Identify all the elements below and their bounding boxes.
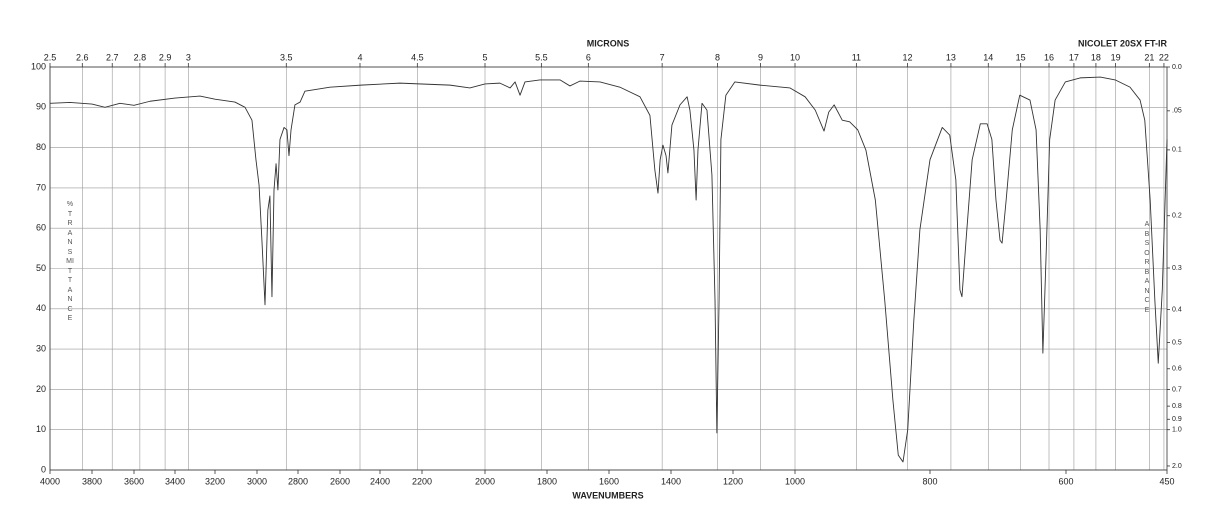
y2-tick-label: 0.8 bbox=[1172, 403, 1182, 410]
x2-tick-label: 9 bbox=[758, 52, 763, 62]
y-tick-label: 0 bbox=[41, 464, 46, 474]
x2-tick-label: 18 bbox=[1091, 52, 1101, 62]
x2-tick-label: 16 bbox=[1044, 52, 1054, 62]
x2-tick-label: 2.7 bbox=[106, 52, 119, 62]
x-tick-label: 4000 bbox=[40, 476, 60, 486]
x2-tick-label: 19 bbox=[1111, 52, 1121, 62]
x2-tick-label: 12 bbox=[902, 52, 912, 62]
y-axis-title: %TRANSMITTANCE bbox=[66, 201, 74, 322]
x2-tick-label: 3 bbox=[186, 52, 191, 62]
y2-axis-title: ABSORBANCE bbox=[1144, 221, 1150, 314]
y2-tick-label: .05 bbox=[1172, 108, 1182, 115]
y-tick-label: 90 bbox=[36, 102, 46, 112]
x-tick-label: 3600 bbox=[124, 476, 144, 486]
x-tick-label: 1200 bbox=[723, 476, 743, 486]
y2-tick-label: 1.0 bbox=[1172, 427, 1182, 434]
y-tick-label: 60 bbox=[36, 223, 46, 233]
x-tick-label: 2000 bbox=[475, 476, 495, 486]
x2-tick-label: 5 bbox=[482, 52, 487, 62]
x2-tick-label: 7 bbox=[660, 52, 665, 62]
y-tick-label: 40 bbox=[36, 303, 46, 313]
y-tick-label: 10 bbox=[36, 424, 46, 434]
x-tick-label: 1400 bbox=[661, 476, 681, 486]
x-tick-label: 2400 bbox=[370, 476, 390, 486]
y-tick-label: 50 bbox=[36, 263, 46, 273]
x-tick-label: 3400 bbox=[165, 476, 185, 486]
x-tick-label: 600 bbox=[1058, 476, 1073, 486]
x2-tick-label: 17 bbox=[1069, 52, 1079, 62]
x2-tick-label: 8 bbox=[715, 52, 720, 62]
x2-tick-label: 13 bbox=[946, 52, 956, 62]
y2-tick-label: 0.0 bbox=[1172, 64, 1182, 71]
x2-tick-label: 6 bbox=[586, 52, 591, 62]
x2-tick-label: 21 bbox=[1144, 52, 1154, 62]
x2-tick-label: 2.6 bbox=[76, 52, 89, 62]
x-tick-label: 2200 bbox=[412, 476, 432, 486]
y2-tick-label: 0.2 bbox=[1172, 213, 1182, 220]
y2-tick-label: 0.9 bbox=[1172, 416, 1182, 423]
y2-tick-label: 0.4 bbox=[1172, 306, 1182, 313]
y2-tick-label: 0.3 bbox=[1172, 265, 1182, 272]
x2-tick-label: 4.5 bbox=[411, 52, 424, 62]
y-tick-label: 30 bbox=[36, 343, 46, 353]
x2-tick-label: 4 bbox=[357, 52, 362, 62]
x2-tick-label: 2.5 bbox=[44, 52, 57, 62]
y-tick-label: 80 bbox=[36, 142, 46, 152]
x-tick-label: 800 bbox=[922, 476, 937, 486]
x2-tick-label: 22 bbox=[1159, 52, 1169, 62]
y-tick-label: 100 bbox=[31, 61, 46, 71]
y-tick-label: 20 bbox=[36, 384, 46, 394]
x-tick-label: 3800 bbox=[82, 476, 102, 486]
y2-tick-label: 0.7 bbox=[1172, 386, 1182, 393]
x2-tick-label: 14 bbox=[983, 52, 993, 62]
y-tick-label: 70 bbox=[36, 182, 46, 192]
x-tick-label: 1000 bbox=[785, 476, 805, 486]
x-tick-label: 2800 bbox=[288, 476, 308, 486]
x-tick-label: 450 bbox=[1159, 476, 1174, 486]
chart-title: NICOLET 20SX FT-IR bbox=[1078, 38, 1168, 48]
x2-tick-label: 5.5 bbox=[535, 52, 548, 62]
x2-tick-label: 10 bbox=[790, 52, 800, 62]
x-tick-label: 1600 bbox=[599, 476, 619, 486]
x-tick-label: 2600 bbox=[330, 476, 350, 486]
x2-tick-label: 3.5 bbox=[280, 52, 293, 62]
x2-axis-title: MICRONS bbox=[587, 38, 630, 48]
spectrum-line bbox=[49, 76, 1168, 463]
x-tick-label: 1800 bbox=[537, 476, 557, 486]
x2-tick-label: 15 bbox=[1016, 52, 1026, 62]
y2-tick-label: 0.5 bbox=[1172, 339, 1182, 346]
x-axis-title: WAVENUMBERS bbox=[572, 490, 643, 500]
x-tick-label: 3000 bbox=[247, 476, 267, 486]
x-tick-label: 3200 bbox=[205, 476, 225, 486]
x2-tick-label: 2.9 bbox=[159, 52, 172, 62]
x2-tick-label: 2.8 bbox=[134, 52, 147, 62]
x2-tick-label: 11 bbox=[852, 52, 861, 62]
y2-tick-label: 0.6 bbox=[1172, 366, 1182, 373]
y2-tick-label: 0.1 bbox=[1172, 147, 1182, 154]
plot-frame bbox=[49, 66, 1168, 471]
y2-tick-label: 2.0 bbox=[1172, 463, 1182, 470]
